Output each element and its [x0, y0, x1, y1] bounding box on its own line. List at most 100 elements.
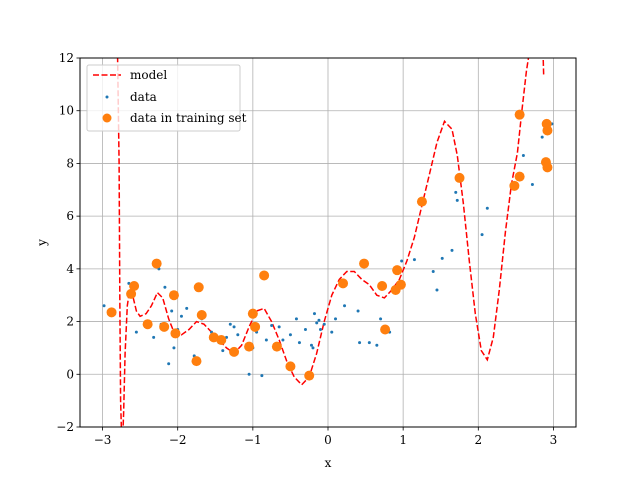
training-data-point: [193, 282, 204, 293]
data-point: [400, 259, 404, 263]
data-point: [221, 349, 225, 353]
data-point: [277, 325, 281, 329]
y-tick-label: 8: [66, 156, 74, 170]
training-data-point: [377, 280, 388, 291]
x-tick-label: 0: [324, 433, 332, 447]
data-point: [334, 317, 338, 321]
data-point: [247, 372, 251, 376]
data-point: [530, 183, 534, 187]
training-data-point: [416, 196, 427, 207]
data-point: [270, 324, 274, 328]
training-data-point: [304, 370, 315, 381]
y-tick-label: 6: [66, 209, 74, 223]
y-tick-label: 4: [66, 262, 74, 276]
data-point: [375, 343, 379, 347]
y-tick-label: 2: [66, 315, 74, 329]
data-point: [185, 306, 189, 310]
training-data-point: [514, 109, 525, 120]
y-tick-label: 10: [59, 104, 74, 118]
training-data-point: [395, 279, 406, 290]
data-point: [303, 327, 307, 331]
x-axis-label: x: [325, 456, 332, 470]
training-data-point: [196, 309, 207, 320]
training-data-point: [259, 270, 270, 281]
training-data-point: [542, 162, 553, 173]
data-point: [312, 312, 316, 316]
data-point: [480, 233, 484, 237]
training-data-point: [247, 308, 258, 319]
x-tick-label: −1: [244, 433, 262, 447]
data-point: [343, 304, 347, 308]
training-data-point: [509, 180, 520, 191]
data-point: [297, 341, 301, 345]
data-point: [412, 258, 416, 262]
plot-content: [102, 58, 554, 427]
training-data-point: [271, 341, 282, 352]
data-point: [172, 346, 176, 350]
data-point: [356, 309, 360, 313]
y-tick-label: 0: [66, 367, 74, 381]
data-point: [236, 333, 240, 337]
data-point: [309, 343, 313, 347]
y-tick-label: −2: [56, 420, 74, 434]
data-point: [367, 341, 371, 345]
data-point: [288, 333, 292, 337]
training-data-point: [250, 321, 261, 332]
training-data-point: [244, 341, 255, 352]
data-point: [134, 330, 138, 334]
training-data-point: [151, 258, 162, 269]
data-point: [152, 335, 156, 339]
data-point: [317, 318, 321, 322]
data-point: [311, 346, 315, 350]
legend-data-label: data: [130, 90, 157, 104]
data-point: [358, 341, 362, 345]
training-data-point: [168, 290, 179, 301]
data-point: [450, 248, 454, 252]
training-data-point: [541, 118, 552, 129]
x-tick-label: 2: [474, 433, 482, 447]
data-point: [167, 362, 171, 366]
training-data-point: [208, 332, 219, 343]
data-point: [315, 321, 319, 325]
training-data-point: [159, 321, 170, 332]
data-point: [330, 330, 334, 334]
training-data-point: [126, 288, 137, 299]
data-point: [322, 322, 326, 326]
data-point: [281, 338, 285, 342]
x-tick-label: 1: [399, 433, 407, 447]
data-point: [521, 154, 525, 158]
x-tick-label: −2: [169, 433, 187, 447]
data-point: [232, 325, 236, 329]
data-point: [440, 256, 444, 260]
training-data-point: [142, 319, 153, 330]
data-point: [264, 338, 268, 342]
training-data-point: [454, 172, 465, 183]
data-point: [170, 309, 174, 313]
data-point: [318, 327, 322, 331]
training-data-point: [380, 324, 391, 335]
training-data-point: [359, 258, 370, 269]
training-data-point: [191, 356, 202, 367]
training-data-point: [514, 171, 525, 182]
data-point: [163, 285, 167, 289]
data-point: [228, 322, 232, 326]
legend-frame: [86, 64, 241, 132]
training-data-point: [338, 278, 349, 289]
data-point: [431, 269, 435, 273]
data-point: [294, 317, 298, 321]
x-tick-label: −3: [94, 433, 112, 447]
data-point: [485, 206, 489, 210]
data-point: [435, 288, 439, 292]
legend-data-swatch: [105, 95, 109, 99]
data-point: [102, 304, 106, 308]
training-data-point: [129, 280, 140, 291]
data-point: [260, 374, 264, 378]
legend-training-swatch: [102, 113, 112, 123]
data-point: [540, 135, 544, 139]
data-point: [455, 198, 459, 202]
y-axis-label: y: [35, 239, 49, 247]
training-data-point: [170, 328, 181, 339]
training-data-point: [106, 307, 117, 318]
